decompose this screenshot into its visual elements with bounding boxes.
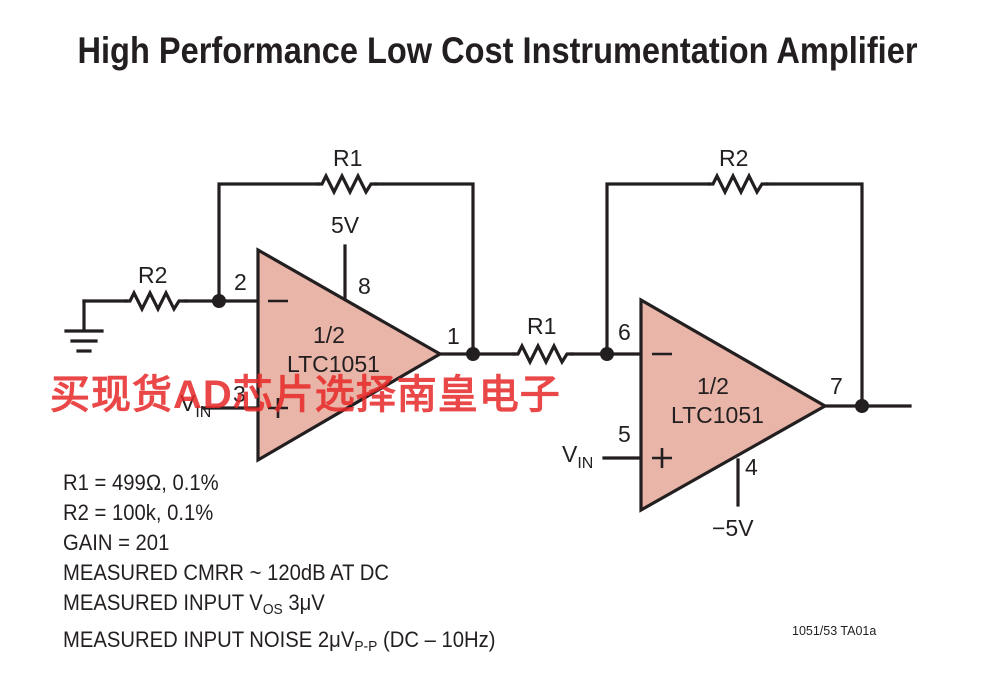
watermark: 买现货AD芯片选择南皇电子 (50, 373, 561, 417)
wire-feedback-1b (374, 182, 475, 356)
note-r2: R2 = 100k, 0.1% (63, 500, 214, 525)
label-pin-7: 7 (830, 373, 843, 399)
resistor-r2-input (124, 289, 188, 313)
spec-notes: R1 = 499Ω, 0.1% R2 = 100k, 0.1% GAIN = 2… (63, 468, 495, 662)
label-vin-2: VIN (562, 441, 593, 472)
label-pin-3: 3 (233, 381, 246, 407)
resistor-r1-series (512, 342, 574, 366)
page-title: High Performance Low Cost Instrumentatio… (77, 30, 918, 71)
opamp-2-section: 1/2 (697, 373, 729, 399)
label-vin-1: VIN (180, 390, 211, 421)
label-pin-1: 1 (447, 323, 460, 349)
note-vos: MEASURED INPUT VOS 3μV (63, 590, 325, 618)
opamp-1-section: 1/2 (313, 322, 345, 348)
label-r1-series: R1 (527, 313, 556, 339)
note-gain: GAIN = 201 (63, 530, 170, 555)
label-pin-8: 8 (358, 273, 371, 299)
label-r2-input: R2 (138, 262, 167, 288)
label-pin-6: 6 (618, 319, 631, 345)
opamp-2 (639, 297, 829, 513)
opamp-2-part: LTC1051 (671, 402, 764, 428)
note-cmrr: MEASURED CMRR ~ 120dB AT DC (63, 560, 389, 585)
label-r1-feedback: R1 (333, 145, 362, 171)
junction-dot (855, 399, 869, 413)
opamp-1 (256, 247, 444, 463)
label-pin-2: 2 (234, 269, 247, 295)
wire-feedback-2b (765, 182, 864, 408)
label-r2-feedback: R2 (719, 145, 748, 171)
wire-feedback-1 (217, 182, 320, 303)
label-supply-2: −5V (712, 515, 754, 541)
resistor-r1-feedback (316, 172, 378, 196)
note-r1: R1 = 499Ω, 0.1% (63, 470, 219, 495)
ground-icon (64, 299, 104, 353)
opamp-1-part: LTC1051 (287, 351, 380, 377)
label-pin-4: 4 (745, 454, 758, 480)
wire-feedback-2 (605, 182, 711, 356)
junction-dot (212, 294, 226, 308)
label-supply-1: 5V (331, 212, 360, 238)
note-noise: MEASURED INPUT NOISE 2μVP-P (DC – 10Hz) (63, 627, 496, 655)
figure-code: 1051/53 TA01a (792, 624, 877, 638)
resistor-r2-feedback (707, 172, 769, 196)
label-pin-5: 5 (618, 421, 631, 447)
junction-dot (466, 347, 480, 361)
junction-dot (600, 347, 614, 361)
